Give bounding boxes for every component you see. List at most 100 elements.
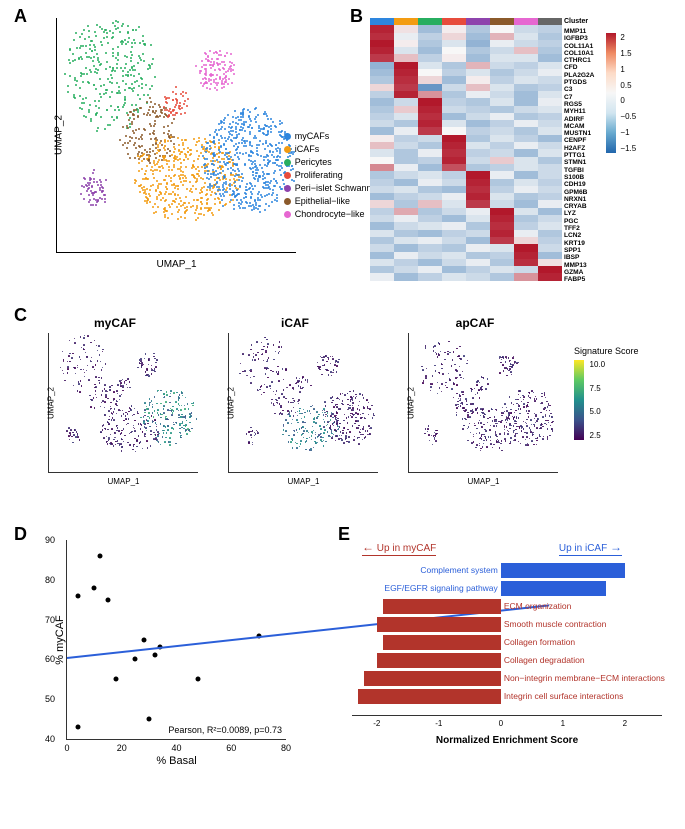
umap-point	[257, 180, 259, 182]
heatmap-cell	[370, 142, 394, 149]
legend-swatch	[284, 172, 291, 179]
umap-point	[101, 44, 103, 46]
umap-c-point	[505, 361, 507, 363]
heatmap-cell	[370, 208, 394, 215]
umap-point	[109, 66, 111, 68]
umap-point	[130, 51, 132, 53]
umap-c-point	[276, 390, 278, 392]
colorbar-gradient	[606, 33, 616, 153]
umap-c-point	[496, 410, 498, 412]
umap-point	[154, 76, 156, 78]
umap-c-point	[288, 413, 290, 415]
umap-c-point	[536, 444, 538, 446]
umap-point	[97, 69, 99, 71]
umap-c-point	[460, 377, 462, 379]
umap-point	[114, 70, 116, 72]
umap-c-point	[527, 402, 529, 404]
umap-c-point	[266, 386, 268, 388]
umap-point	[161, 144, 163, 146]
umap-point	[85, 116, 87, 118]
umap-point	[137, 116, 139, 118]
umap-point	[124, 67, 126, 69]
umap-point	[265, 187, 267, 189]
umap-c-point	[308, 432, 310, 434]
umap-c-point	[549, 410, 551, 412]
umap-point	[131, 46, 133, 48]
umap-c-point	[353, 409, 355, 411]
umap-point	[151, 63, 153, 65]
umap-c-point	[151, 365, 153, 367]
heatmap-cell	[466, 273, 490, 280]
umap-point	[74, 77, 76, 79]
umap-c-point	[124, 381, 126, 383]
umap-point	[252, 174, 254, 176]
umap-point	[177, 194, 179, 196]
umap-point	[173, 118, 175, 120]
umap-c-point	[340, 393, 342, 395]
heatmap-cell	[538, 113, 562, 120]
umap-point	[131, 123, 133, 125]
umap-point	[238, 133, 240, 135]
umap-c-point	[302, 422, 304, 424]
umap-point	[168, 130, 170, 132]
umap-c-point	[94, 369, 96, 371]
umap-point	[259, 199, 261, 201]
umap-point	[229, 179, 231, 181]
umap-c-point	[358, 443, 360, 445]
umap-c-point	[250, 427, 252, 429]
umap-point	[141, 138, 143, 140]
umap-c-point	[479, 420, 481, 422]
umap-c-point	[110, 434, 112, 436]
umap-c-point	[118, 430, 120, 432]
umap-c-point	[288, 441, 290, 443]
umap-c-point	[357, 427, 359, 429]
umap-c-point	[171, 410, 173, 412]
umap-c-point	[134, 420, 136, 422]
umap-c-point	[533, 392, 535, 394]
umap-c-point	[271, 381, 273, 383]
umap-point	[214, 69, 216, 71]
umap-c-point	[451, 388, 453, 390]
umap-c-point	[505, 356, 507, 358]
heatmap-cell	[370, 215, 394, 222]
umap-c-point	[533, 444, 535, 446]
umap-point	[155, 189, 157, 191]
heatmap-cell	[466, 33, 490, 40]
umap-c-point	[349, 391, 351, 393]
umap-point	[172, 109, 174, 111]
umap-c-point	[349, 431, 351, 433]
umap-point	[142, 53, 144, 55]
umap-c-point	[250, 370, 252, 372]
umap-c-point	[138, 435, 140, 437]
umap-c-point	[504, 429, 506, 431]
umap-c-point	[119, 443, 121, 445]
umap-c-point	[129, 381, 131, 383]
umap-c-point	[485, 430, 487, 432]
umap-c-point	[255, 433, 257, 435]
umap-c-point	[348, 436, 350, 438]
umap-c-point	[107, 398, 109, 400]
heatmap-cell	[466, 171, 490, 178]
umap-point	[173, 175, 175, 177]
umap-c-point	[98, 377, 100, 379]
umap-point	[190, 149, 192, 151]
umap-c-point	[510, 371, 512, 373]
umap-point	[204, 138, 206, 140]
umap-c-point	[129, 433, 131, 435]
heatmap-cell	[442, 193, 466, 200]
umap-c-point	[71, 436, 73, 438]
umap-c-point	[496, 436, 498, 438]
umap-c-point	[347, 422, 349, 424]
umap-c-point	[122, 387, 124, 389]
umap-point	[144, 44, 146, 46]
heatmap-cell	[514, 135, 538, 142]
umap-c-point	[94, 384, 96, 386]
scatter-d-point	[141, 637, 146, 642]
umap-point	[218, 129, 220, 131]
heatmap-cell	[514, 186, 538, 193]
heatmap-cell	[490, 113, 514, 120]
heatmap-cell	[514, 76, 538, 83]
umap-point	[105, 68, 107, 70]
umap-point	[143, 113, 145, 115]
umap-point	[138, 138, 140, 140]
